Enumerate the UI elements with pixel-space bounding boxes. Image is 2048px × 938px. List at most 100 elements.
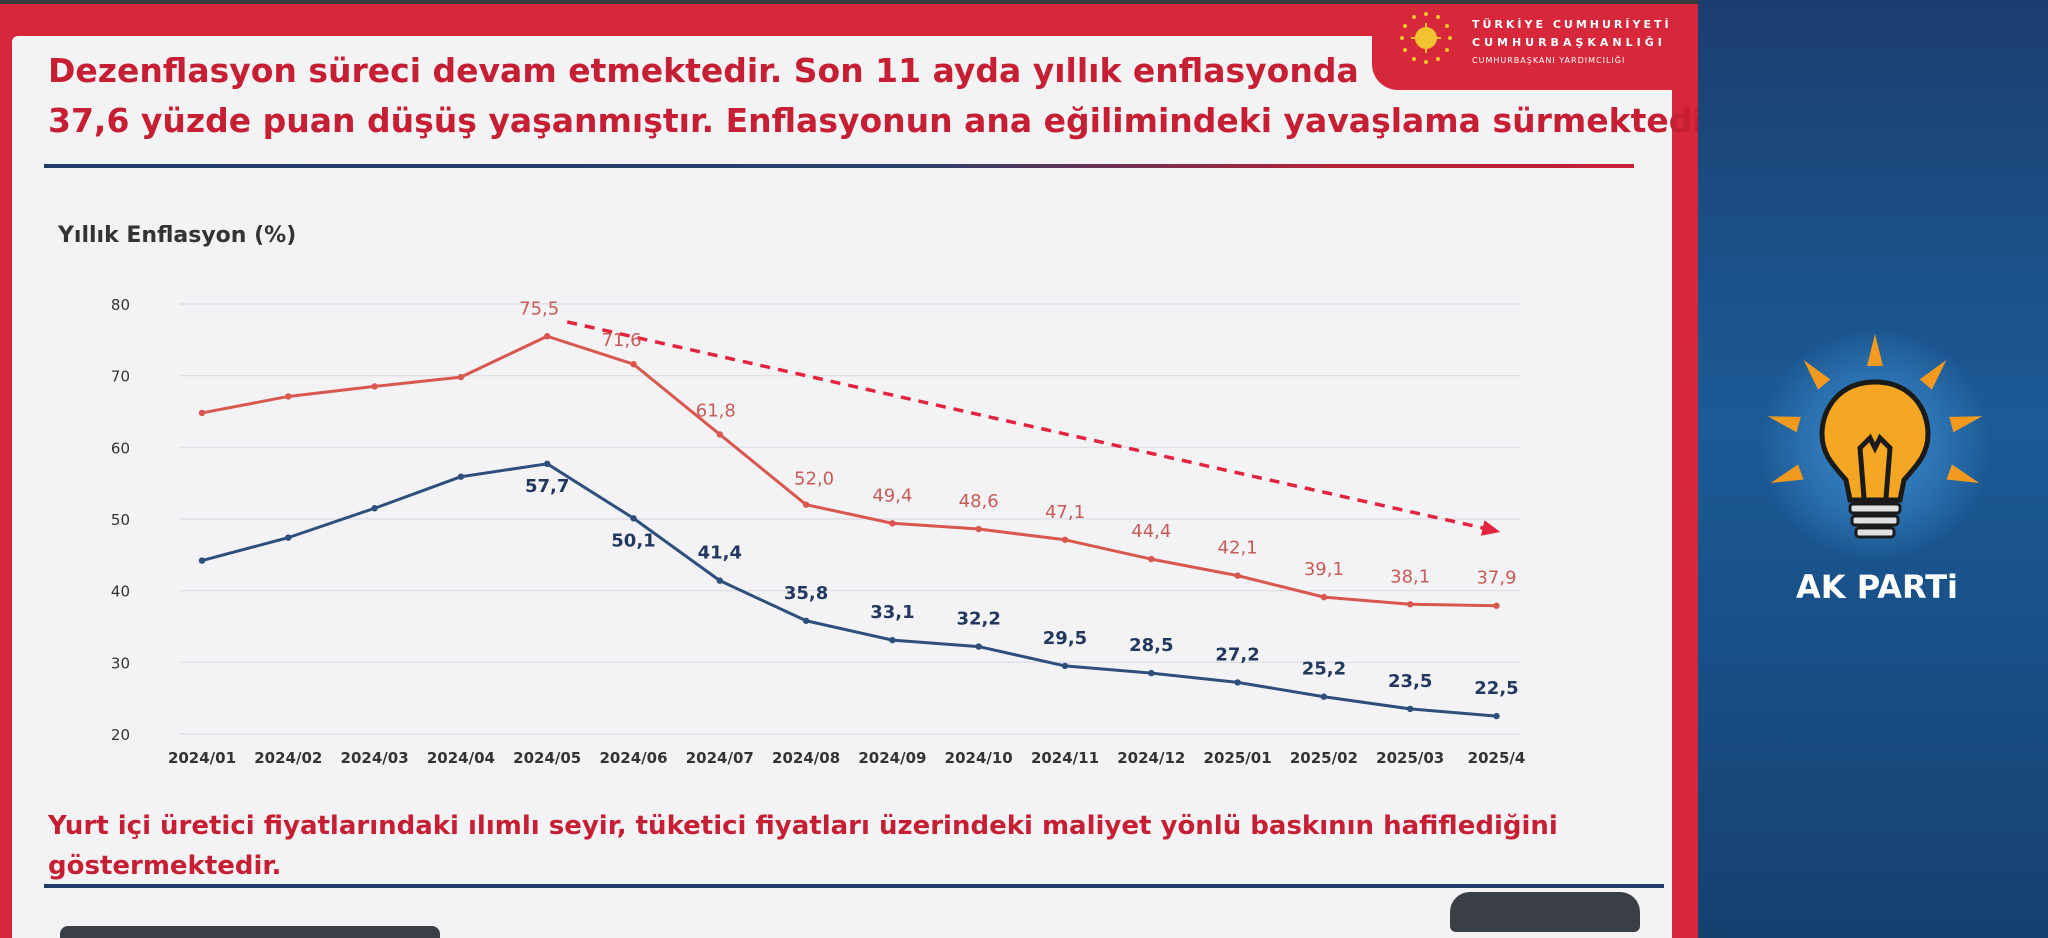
x-tick-label: 2024/12 (1117, 749, 1185, 767)
data-point-blue (544, 460, 551, 468)
data-point-blue (285, 534, 292, 541)
slide-title-line2: 37,6 yüzde puan düşüş yaşanmıştır. Enfla… (48, 101, 1728, 140)
inflation-line-chart: Yıllık Enflasyon (%) 20 30 40 50 60 70 80 2024/… (57, 223, 1526, 767)
data-point-red (1234, 572, 1241, 579)
data-point-red (198, 409, 206, 417)
data-label-red: 44,4 (1131, 521, 1171, 542)
data-label-blue: 28,5 (1129, 635, 1173, 656)
party-name: AK PARTi (1796, 568, 1958, 606)
footnote-underline (44, 884, 1664, 888)
data-label-blue: 25,2 (1302, 659, 1346, 680)
data-point-blue (1493, 712, 1500, 720)
data-point-red (1493, 602, 1500, 609)
data-point-red (630, 361, 637, 368)
top-strip (0, 0, 2048, 6)
data-label-red: 37,9 (1476, 568, 1516, 589)
org-name-line2: CUMHURBAŞKANLIĞI (1472, 36, 1666, 49)
data-label-red: 39,1 (1304, 559, 1344, 580)
x-tick-label: 2024/07 (686, 749, 754, 767)
y-tick-label: 80 (111, 296, 130, 314)
data-label-blue: 50,1 (611, 530, 655, 551)
data-label-blue: 22,5 (1474, 678, 1518, 699)
data-point-blue (889, 636, 896, 644)
data-point-red (802, 501, 810, 508)
data-point-blue (1148, 669, 1155, 677)
data-label-blue: 41,4 (698, 543, 742, 564)
data-label-red: 38,1 (1390, 566, 1430, 587)
x-tick-label: 2025/03 (1376, 749, 1444, 767)
org-name-line3: CUMHURBAŞKANI YARDIMCILIĞI (1472, 56, 1626, 65)
x-tick-label: 2024/02 (254, 749, 322, 767)
x-tick-label: 2025/01 (1204, 749, 1272, 767)
data-point-red (1320, 593, 1328, 601)
title-underline (44, 164, 1634, 168)
data-label-red: 48,6 (959, 491, 999, 512)
data-label-red: 75,5 (519, 298, 559, 319)
data-label-red: 42,1 (1218, 538, 1258, 559)
data-label-blue: 35,8 (784, 583, 828, 604)
y-tick-label: 50 (111, 511, 130, 529)
aircraft-silhouette-left (60, 926, 440, 938)
data-point-red (285, 393, 292, 400)
data-label-red: 47,1 (1045, 502, 1085, 523)
data-label-red: 52,0 (794, 469, 834, 490)
y-tick-label: 60 (111, 439, 130, 457)
data-point-red (889, 520, 896, 527)
data-point-blue (716, 577, 723, 584)
data-point-red (975, 525, 982, 533)
data-point-blue (1407, 705, 1414, 713)
aircraft-silhouette-right (1450, 892, 1640, 932)
data-label-blue: 29,5 (1043, 628, 1087, 649)
series-line-red (201, 334, 1497, 608)
x-tick-label: 2024/08 (772, 749, 840, 767)
x-tick-label: 2024/11 (1031, 749, 1099, 767)
slide-title-line1: Dezenflasyon süreci devam etmektedir. So… (48, 51, 1359, 90)
data-point-red (1407, 601, 1414, 608)
data-label-blue: 23,5 (1388, 671, 1432, 692)
x-tick-label: 2024/05 (513, 749, 581, 767)
lightbulb-logo-icon (1767, 334, 1983, 539)
x-tick-label: 2024/03 (341, 749, 409, 767)
y-tick-label: 30 (111, 654, 130, 672)
y-axis-label: Yıllık Enflasyon (%) (57, 223, 296, 248)
data-point-blue (198, 557, 206, 564)
data-point-blue (630, 515, 637, 522)
data-label-blue: 57,7 (525, 476, 569, 497)
x-tick-label: 2024/01 (168, 749, 236, 767)
data-point-blue (1234, 679, 1241, 686)
data-point-red (371, 383, 378, 390)
data-label-red: 71,6 (601, 330, 641, 351)
trend-arrow-head (1480, 520, 1501, 536)
series-line-blue (201, 462, 1497, 718)
data-label-red: 49,4 (872, 485, 912, 506)
slide-title: Dezenflasyon süreci devam etmektedir. So… (48, 46, 1728, 146)
data-label-blue: 32,2 (956, 609, 1000, 630)
data-point-blue (1061, 662, 1069, 670)
data-point-red (716, 431, 723, 438)
x-tick-label: 2025/02 (1290, 749, 1358, 767)
trend-arrow-line (566, 320, 1491, 532)
slide-panel (12, 36, 1672, 938)
x-tick-label: 2024/09 (858, 749, 926, 767)
data-point-red (544, 333, 551, 340)
data-label-blue: 27,2 (1215, 644, 1259, 665)
x-tick-label: 2025/4 (1468, 749, 1526, 767)
data-label-red: 61,8 (696, 400, 736, 421)
data-point-blue (802, 617, 810, 624)
x-tick-label: 2024/04 (427, 749, 495, 767)
x-tick-label: 2024/06 (599, 749, 667, 767)
data-label-blue: 33,1 (870, 602, 914, 623)
x-tick-label: 2024/10 (945, 749, 1013, 767)
data-point-red (457, 373, 465, 381)
y-tick-label: 70 (111, 368, 130, 386)
slide-footnote: Yurt içi üretici fiyatlarındaki ılımlı s… (48, 811, 1558, 881)
data-point-blue (1320, 693, 1328, 700)
y-tick-label: 40 (111, 583, 130, 601)
presidential-seal-icon (1400, 12, 1452, 64)
data-point-blue (457, 473, 465, 480)
data-point-blue (975, 643, 982, 650)
org-name-line1: TÜRKİYE CUMHURİYETİ (1472, 18, 1672, 31)
data-point-blue (371, 505, 378, 512)
data-point-red (1061, 536, 1069, 543)
